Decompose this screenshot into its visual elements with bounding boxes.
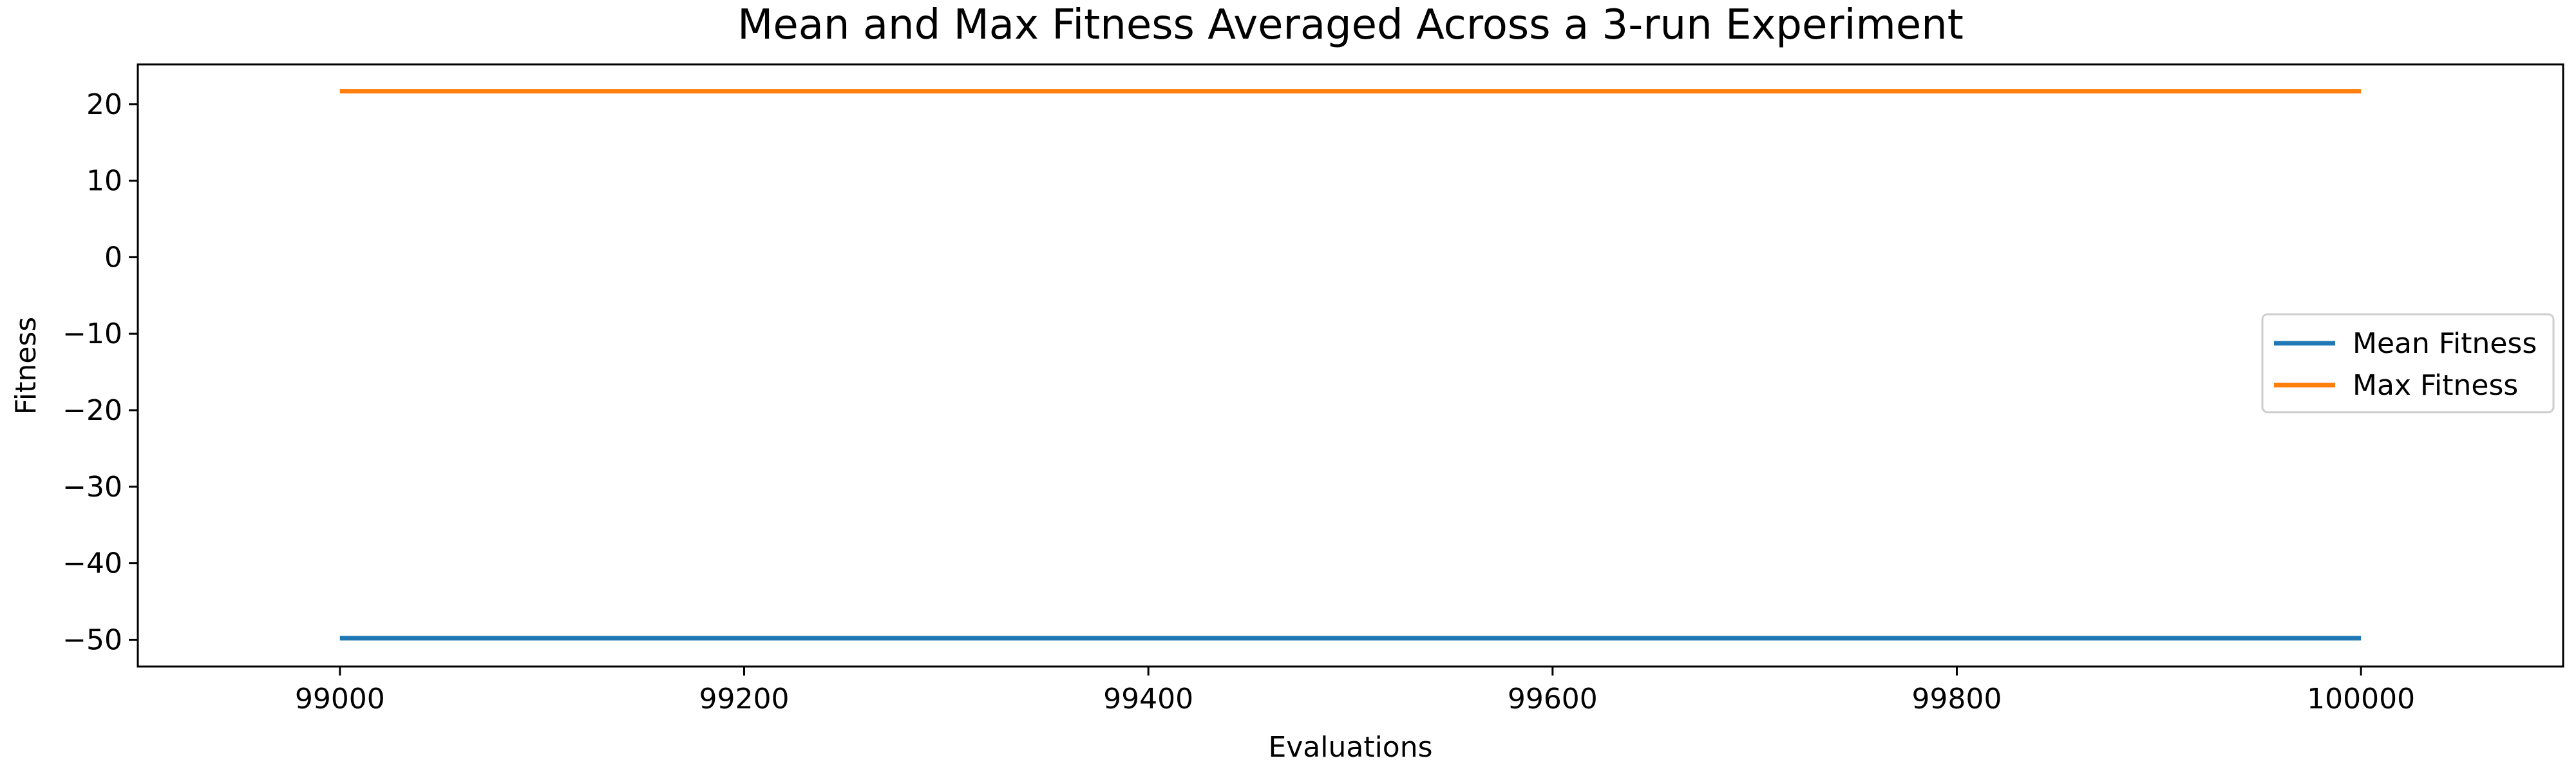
- plot-area: 99000 99200 99400 99600 99800 100000 20 10 0 −10 −…: [62, 63, 2564, 715]
- y-tick-label: −10: [62, 317, 122, 350]
- x-tick-label: 99000: [295, 683, 385, 715]
- x-tick-label: 99600: [1508, 683, 1598, 715]
- legend-label-1: Mean Fitness: [2353, 327, 2537, 360]
- x-tick-label: 99200: [699, 683, 790, 715]
- y-axis-label: Fitness: [10, 317, 43, 415]
- x-tick-label: 99400: [1103, 683, 1193, 715]
- y-tick-label: 20: [86, 88, 122, 121]
- y-tick-label: −50: [62, 623, 122, 656]
- y-tick-label: 0: [104, 241, 122, 274]
- legend-box: [2261, 313, 2555, 413]
- y-tick-label: −20: [62, 394, 122, 427]
- y-tick-label: −40: [62, 547, 122, 580]
- legend-label-2: Max Fitness: [2353, 369, 2518, 402]
- x-axis-label: Evaluations: [1268, 731, 1432, 764]
- x-tick-label: 100000: [2307, 683, 2415, 715]
- y-tick-label: −30: [62, 471, 122, 504]
- axes-frame: [137, 63, 2564, 668]
- x-tick-label: 99800: [1912, 683, 2002, 715]
- y-tick-label: 10: [86, 165, 122, 198]
- chart-title: Mean and Max Fitness Averaged Across a 3…: [737, 1, 1964, 49]
- legend: Mean Fitness Max Fitness: [2261, 313, 2555, 413]
